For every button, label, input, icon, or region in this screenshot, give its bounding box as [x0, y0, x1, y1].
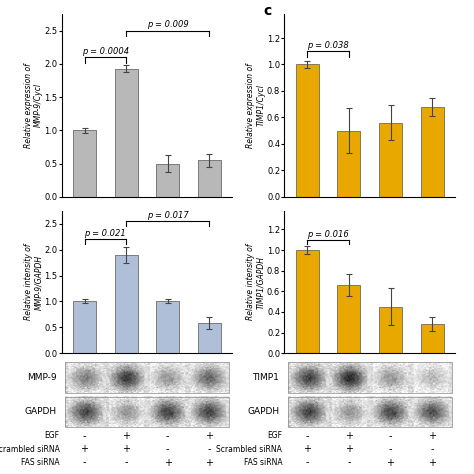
Y-axis label: Relative intensity of
MMP-9/GAPDH: Relative intensity of MMP-9/GAPDH — [24, 244, 43, 320]
Bar — [288, 362, 452, 392]
Bar — [198, 323, 221, 353]
Text: FAS siRNA: FAS siRNA — [21, 458, 60, 467]
Text: +: + — [122, 431, 130, 441]
Bar — [288, 397, 452, 427]
Bar — [156, 301, 179, 353]
Text: -: - — [83, 457, 86, 467]
Text: Scrambled siRNA: Scrambled siRNA — [217, 445, 283, 454]
Text: -: - — [166, 431, 170, 441]
Bar — [115, 255, 137, 353]
Text: +: + — [345, 444, 353, 454]
Text: +: + — [122, 444, 130, 454]
Bar — [73, 301, 96, 353]
Bar — [337, 131, 360, 197]
Text: -: - — [347, 457, 351, 467]
Text: p = 0.016: p = 0.016 — [307, 229, 349, 238]
Bar — [115, 69, 137, 197]
Bar — [379, 123, 402, 197]
Text: TIMP1: TIMP1 — [253, 373, 279, 382]
Y-axis label: Relative expression of
MMP-9/Cycl: Relative expression of MMP-9/Cycl — [24, 63, 43, 148]
Text: +: + — [303, 444, 311, 454]
Text: GAPDH: GAPDH — [247, 407, 279, 416]
Text: -: - — [83, 431, 86, 441]
Bar — [198, 160, 221, 197]
Text: -: - — [430, 444, 434, 454]
Y-axis label: Relative intensity of
TIMP1/GAPDH: Relative intensity of TIMP1/GAPDH — [246, 244, 265, 320]
Text: +: + — [345, 431, 353, 441]
Text: +: + — [428, 431, 436, 441]
Text: -: - — [208, 444, 211, 454]
Text: +: + — [81, 444, 89, 454]
Bar — [73, 130, 96, 197]
Bar — [296, 250, 319, 353]
Text: EGF: EGF — [267, 431, 283, 440]
Text: p = 0.009: p = 0.009 — [147, 20, 189, 29]
Bar — [156, 164, 179, 197]
Text: -: - — [306, 457, 309, 467]
Bar — [65, 397, 229, 427]
Text: -: - — [389, 444, 392, 454]
Text: FAS siRNA: FAS siRNA — [244, 458, 283, 467]
Text: GAPDH: GAPDH — [24, 407, 56, 416]
Bar — [421, 107, 444, 197]
Text: MMP-9: MMP-9 — [27, 373, 56, 382]
Text: Scrambled siRNA: Scrambled siRNA — [0, 445, 60, 454]
Text: +: + — [164, 457, 172, 467]
Text: -: - — [124, 457, 128, 467]
Text: +: + — [386, 457, 394, 467]
Text: -: - — [389, 431, 392, 441]
Y-axis label: Relative expression of
TIMP1/Cycl: Relative expression of TIMP1/Cycl — [246, 63, 265, 148]
Bar — [65, 362, 229, 392]
Text: c: c — [263, 4, 271, 18]
Text: p = 0.038: p = 0.038 — [307, 41, 349, 50]
Text: EGF: EGF — [45, 431, 60, 440]
Text: -: - — [166, 444, 170, 454]
Text: -: - — [306, 431, 309, 441]
Bar — [337, 285, 360, 353]
Text: +: + — [205, 431, 213, 441]
Text: p = 0.0004: p = 0.0004 — [82, 47, 129, 56]
Text: p = 0.017: p = 0.017 — [147, 211, 189, 220]
Text: +: + — [428, 457, 436, 467]
Bar — [296, 64, 319, 197]
Bar — [379, 307, 402, 353]
Text: p = 0.021: p = 0.021 — [84, 229, 126, 238]
Text: +: + — [205, 457, 213, 467]
Bar — [421, 324, 444, 353]
